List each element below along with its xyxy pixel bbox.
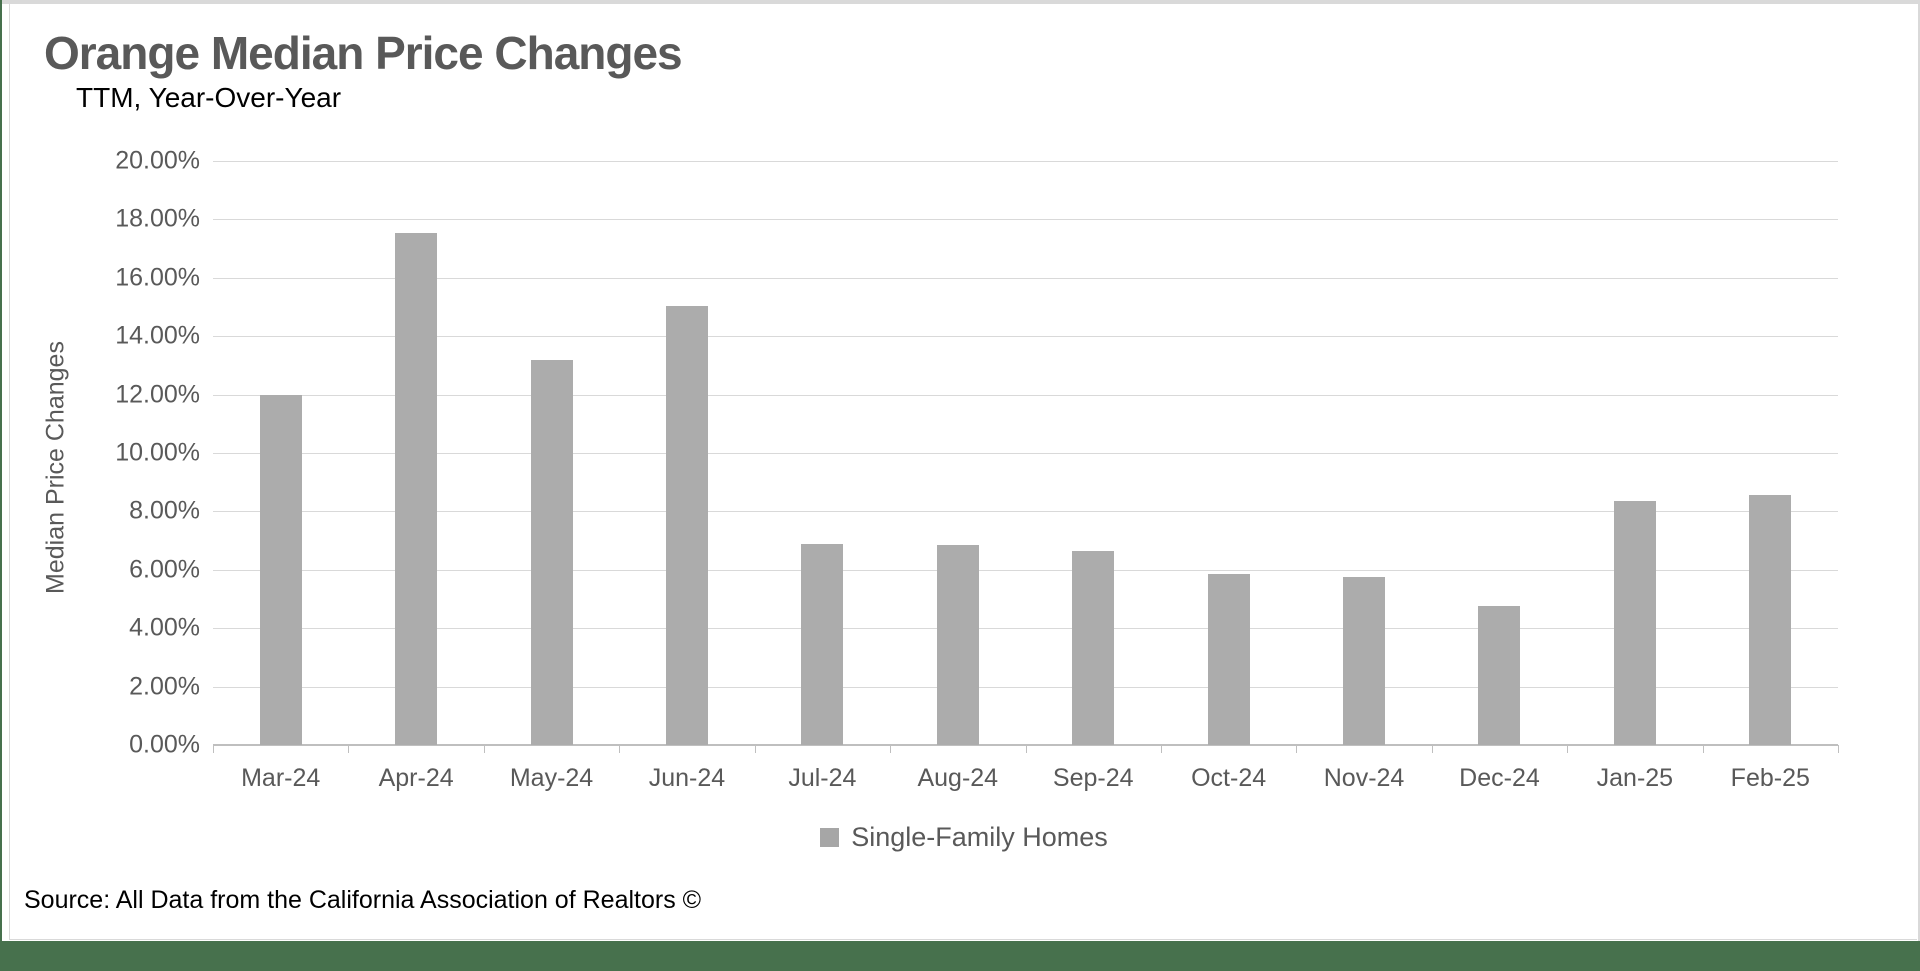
bar-slot-sep-24: [1026, 161, 1161, 745]
bar-jun-24: [665, 305, 708, 745]
gridline: [213, 161, 1838, 162]
x-tick-label: Aug-24: [917, 764, 999, 792]
bar-may-24: [530, 359, 573, 745]
x-tick-label: Nov-24: [1323, 764, 1405, 792]
y-tick-label: 20.00%: [115, 146, 200, 175]
x-axis-tick: [890, 745, 892, 753]
x-axis-tick: [483, 745, 485, 753]
gridline: [213, 569, 1838, 571]
x-tick-label: Feb-25: [1730, 764, 1810, 792]
right-frame-border: [1918, 0, 1920, 941]
gridline: [213, 219, 1838, 221]
x-tick-label: Jul-24: [788, 764, 857, 792]
bar-jan-25: [1613, 501, 1656, 745]
x-axis-tick: [1296, 745, 1298, 753]
x-tick-label: Jan-25: [1596, 764, 1674, 792]
bottom-green-bar: [0, 941, 1920, 971]
x-axis-tick: [1025, 745, 1027, 753]
plot-area: [213, 161, 1839, 753]
bar-slot-jan-25: [1567, 161, 1702, 745]
x-tick-label: May-24: [509, 764, 594, 792]
y-tick-label: 10.00%: [115, 438, 200, 467]
y-tick-label: 16.00%: [115, 263, 200, 292]
x-tick-label: Sep-24: [1052, 764, 1134, 792]
bar-slot-apr-24: [348, 161, 483, 745]
x-axis-tick: [754, 745, 756, 753]
gridline: [213, 277, 1838, 279]
top-frame-border: [0, 0, 1920, 4]
y-tick-label: 8.00%: [129, 496, 200, 525]
x-axis-tick: [1838, 745, 1839, 753]
gridline: [213, 686, 1838, 688]
bar-nov-24: [1343, 577, 1386, 745]
bar-slot-aug-24: [890, 161, 1025, 745]
x-axis-tick: [1431, 745, 1433, 753]
bar-slot-dec-24: [1432, 161, 1567, 745]
x-axis-tick: [213, 745, 214, 753]
bar-slot-jun-24: [619, 161, 754, 745]
y-tick-label: 0.00%: [129, 730, 200, 759]
legend: Single-Family Homes: [10, 822, 1918, 853]
y-tick-label: 18.00%: [115, 204, 200, 233]
y-tick-label: 14.00%: [115, 321, 200, 350]
x-tick-label: Jun-24: [648, 764, 726, 792]
bar-apr-24: [395, 232, 438, 745]
y-tick-label: 4.00%: [129, 613, 200, 642]
gridline: [213, 453, 1838, 454]
chart-subtitle: TTM, Year-Over-Year: [76, 82, 342, 113]
bar-slot-may-24: [484, 161, 619, 745]
source-note: Source: All Data from the California Ass…: [24, 886, 702, 914]
x-axis-tick: [1702, 745, 1704, 753]
gridline: [213, 336, 1838, 338]
y-tick-label: 2.00%: [129, 672, 200, 701]
y-tick-label: 6.00%: [129, 555, 200, 584]
bar-slot-oct-24: [1161, 161, 1296, 745]
x-axis-tick: [1160, 745, 1162, 753]
bar-slot-jul-24: [755, 161, 890, 745]
bar-feb-25: [1749, 495, 1792, 745]
x-tick-label: Apr-24: [378, 764, 454, 792]
bar-slot-nov-24: [1296, 161, 1431, 745]
bar-jul-24: [801, 543, 844, 745]
bar-dec-24: [1478, 606, 1521, 745]
x-tick-label: Dec-24: [1459, 764, 1540, 792]
chart-panel: Orange Median Price Changes TTM, Year-Ov…: [9, 4, 1917, 940]
bar-slot-mar-24: [213, 161, 348, 745]
left-green-border: [0, 0, 2, 941]
bar-mar-24: [259, 394, 302, 745]
bar-slot-feb-25: [1703, 161, 1838, 745]
x-axis-tick: [619, 745, 621, 753]
x-axis-tick: [1567, 745, 1569, 753]
y-tick-label: 12.00%: [115, 380, 200, 409]
x-tick-label: Oct-24: [1191, 764, 1267, 792]
bar-aug-24: [936, 544, 979, 745]
x-tick-label: Mar-24: [241, 764, 321, 792]
y-axis-title: Median Price Changes: [41, 341, 70, 594]
gridline: [213, 628, 1838, 630]
bar-sep-24: [1072, 550, 1115, 745]
gridline: [213, 394, 1838, 396]
bar-oct-24: [1207, 574, 1250, 745]
legend-label: Single-Family Homes: [851, 822, 1108, 852]
legend-swatch: [820, 828, 840, 847]
gridline: [213, 511, 1838, 513]
x-axis-tick: [348, 745, 350, 753]
y-axis-tick-labels: 0.00% 2.00% 4.00% 6.00% 8.00% 10.00% 12.00% 14.…: [70, 147, 200, 759]
chart-title: Orange Median Price Changes: [44, 27, 683, 79]
x-axis-labels: Mar-24 Apr-24 May-24 Jun-24 Jul-24 Aug-24 Sep-…: [213, 764, 1838, 798]
